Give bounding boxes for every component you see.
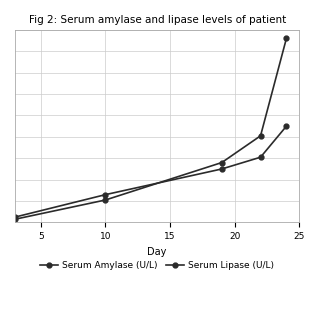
Serum Amylase (U/L)	[104, 193, 108, 196]
Serum Lipase (U/L)	[259, 134, 262, 138]
Serum Amylase (U/L)	[13, 215, 17, 219]
Serum Lipase (U/L)	[104, 198, 108, 202]
Serum Lipase (U/L)	[13, 217, 17, 221]
Serum Amylase (U/L)	[220, 167, 224, 171]
Serum Lipase (U/L)	[220, 161, 224, 164]
Legend: Serum Amylase (U/L), Serum Lipase (U/L): Serum Amylase (U/L), Serum Lipase (U/L)	[36, 258, 278, 274]
Serum Lipase (U/L)	[284, 36, 288, 40]
Serum Amylase (U/L)	[259, 155, 262, 159]
Title: Fig 2: Serum amylase and lipase levels of patient: Fig 2: Serum amylase and lipase levels o…	[28, 15, 286, 25]
Serum Amylase (U/L)	[284, 124, 288, 128]
X-axis label: Day: Day	[148, 247, 167, 257]
Line: Serum Amylase (U/L): Serum Amylase (U/L)	[12, 124, 289, 220]
Line: Serum Lipase (U/L): Serum Lipase (U/L)	[12, 36, 289, 222]
